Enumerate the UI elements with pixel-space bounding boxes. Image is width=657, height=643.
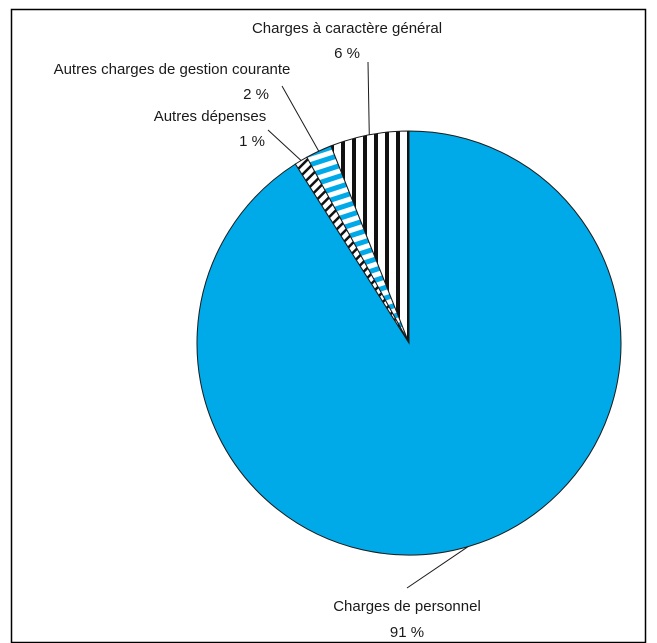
slice-value-autres-depenses: 1 % <box>239 133 265 150</box>
leader-line-autres-charges-de-gestion-courante <box>282 86 319 151</box>
slice-value-autres-charges-gestion: 2 % <box>243 86 269 103</box>
slice-value-charges-personnel: 91 % <box>390 624 424 641</box>
leader-line-autres-depenses <box>268 130 301 161</box>
slice-value-charges-caractere-general: 6 % <box>334 45 360 62</box>
slice-label-autres-charges-gestion: Autres charges de gestion courante <box>54 61 291 78</box>
slice-label-autres-depenses: Autres dépenses <box>154 108 267 125</box>
slices-layer <box>197 131 621 555</box>
slice-label-charges-caractere-general: Charges à caractère général <box>252 20 442 37</box>
slice-label-charges-personnel: Charges de personnel <box>333 598 481 615</box>
leader-line-charges-a-caractere-general <box>368 62 369 135</box>
